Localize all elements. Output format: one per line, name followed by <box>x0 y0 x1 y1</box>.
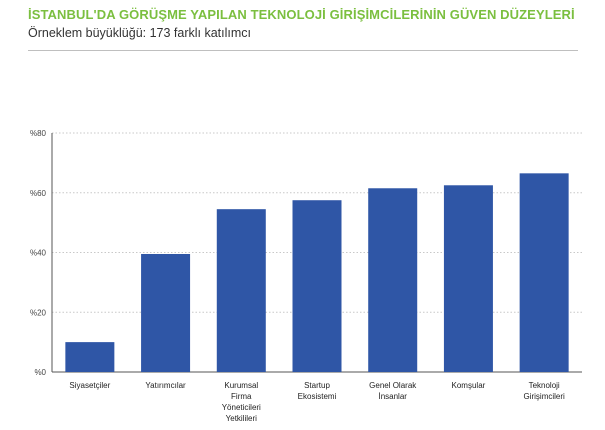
bar <box>141 253 191 372</box>
y-tick-label: %0 <box>34 368 46 377</box>
bar <box>65 342 115 372</box>
y-tick-label: %20 <box>30 308 47 317</box>
x-tick-label: Yatırımcılar <box>145 381 186 390</box>
chart-title: İSTANBUL'DA GÖRÜŞME YAPILAN TEKNOLOJİ Gİ… <box>28 7 575 22</box>
x-tick-label: Genel Olarak İnsanlar <box>369 381 417 401</box>
y-tick-label: %60 <box>30 189 47 198</box>
x-tick-label: Siyasetçiler <box>69 381 110 390</box>
x-tick-label: Komşular <box>452 381 486 390</box>
bar <box>368 188 418 372</box>
y-tick-label: %80 <box>30 129 47 138</box>
bar <box>519 173 569 372</box>
chart-subtitle: Örneklem büyüklüğü: 173 farklı katılımcı <box>28 26 252 40</box>
y-tick-label: %40 <box>30 249 47 258</box>
bar <box>216 209 266 372</box>
bar <box>292 200 342 372</box>
bar <box>443 185 493 372</box>
title-divider <box>28 50 578 51</box>
x-tick-label: Kurumsal Firma Yöneticileri Yetkilileri <box>222 381 261 423</box>
x-tick-label: Teknoloji Girişimcileri <box>523 381 565 401</box>
x-tick-label: Startup Ekosistemi <box>298 381 337 401</box>
